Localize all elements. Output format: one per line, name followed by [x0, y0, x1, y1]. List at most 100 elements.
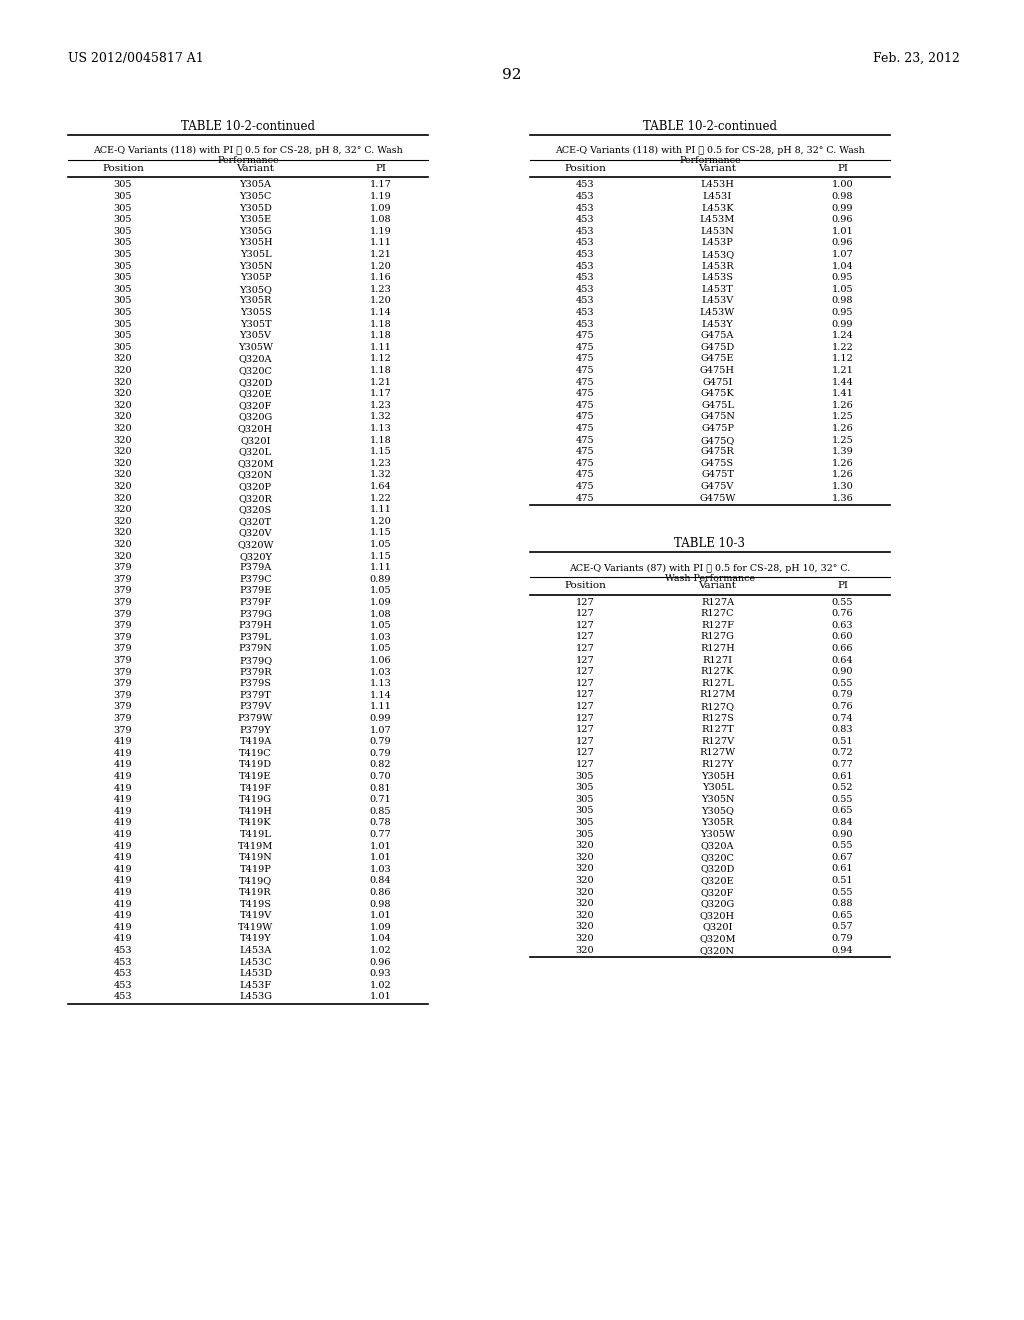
Text: L453Q: L453Q [701, 249, 734, 259]
Text: 419: 419 [114, 876, 132, 886]
Text: 305: 305 [575, 795, 594, 804]
Text: 320: 320 [114, 436, 132, 445]
Text: 127: 127 [575, 632, 594, 642]
Text: 1.11: 1.11 [370, 343, 391, 352]
Text: 305: 305 [114, 203, 132, 213]
Text: 127: 127 [575, 760, 594, 770]
Text: 1.01: 1.01 [831, 227, 853, 236]
Text: 475: 475 [575, 447, 594, 457]
Text: 305: 305 [114, 215, 132, 224]
Text: 1.21: 1.21 [370, 378, 391, 387]
Text: L453K: L453K [701, 203, 734, 213]
Text: 475: 475 [575, 470, 594, 479]
Text: 320: 320 [575, 945, 594, 954]
Text: 1.07: 1.07 [831, 249, 853, 259]
Text: Q320H: Q320H [700, 911, 735, 920]
Text: 1.22: 1.22 [370, 494, 391, 503]
Text: Y305H: Y305H [700, 772, 734, 780]
Text: T419D: T419D [239, 760, 272, 770]
Text: T419E: T419E [240, 772, 271, 781]
Text: 419: 419 [114, 842, 132, 850]
Text: P379Q: P379Q [239, 656, 272, 665]
Text: Wash Performance: Wash Performance [665, 574, 755, 582]
Text: 305: 305 [114, 273, 132, 282]
Text: TABLE 10-3: TABLE 10-3 [675, 537, 745, 550]
Text: R127I: R127I [702, 656, 732, 664]
Text: 320: 320 [575, 935, 594, 942]
Text: 453: 453 [575, 261, 594, 271]
Text: 379: 379 [114, 610, 132, 619]
Text: 320: 320 [114, 494, 132, 503]
Text: 0.85: 0.85 [370, 807, 391, 816]
Text: 320: 320 [114, 470, 132, 479]
Text: 379: 379 [114, 726, 132, 735]
Text: P379R: P379R [240, 668, 271, 677]
Text: 1.06: 1.06 [370, 656, 391, 665]
Text: 475: 475 [575, 482, 594, 491]
Text: ACE-Q Variants (118) with PI ≧ 0.5 for CS-28, pH 8, 32° C. Wash: ACE-Q Variants (118) with PI ≧ 0.5 for C… [93, 147, 402, 156]
Text: 1.11: 1.11 [370, 239, 391, 247]
Text: 0.84: 0.84 [370, 876, 391, 886]
Text: 1.23: 1.23 [370, 401, 391, 409]
Text: 320: 320 [114, 459, 132, 467]
Text: 127: 127 [575, 678, 594, 688]
Text: Q320H: Q320H [238, 424, 273, 433]
Text: Q320I: Q320I [241, 436, 270, 445]
Text: P379W: P379W [238, 714, 273, 723]
Text: T419P: T419P [240, 865, 271, 874]
Text: ACE-Q Variants (87) with PI ≧ 0.5 for CS-28, pH 10, 32° C.: ACE-Q Variants (87) with PI ≧ 0.5 for CS… [569, 564, 851, 573]
Text: 1.01: 1.01 [370, 993, 391, 1002]
Text: 1.17: 1.17 [370, 389, 391, 399]
Text: 1.11: 1.11 [370, 506, 391, 515]
Text: 1.05: 1.05 [370, 586, 391, 595]
Text: 1.00: 1.00 [831, 181, 853, 189]
Text: P379H: P379H [239, 622, 272, 630]
Text: 419: 419 [114, 818, 132, 828]
Text: 1.17: 1.17 [370, 181, 391, 189]
Text: Y305W: Y305W [700, 829, 735, 838]
Text: Y305R: Y305R [240, 297, 271, 305]
Text: 0.55: 0.55 [831, 841, 853, 850]
Text: 475: 475 [575, 354, 594, 363]
Text: 0.76: 0.76 [831, 610, 853, 618]
Text: 0.61: 0.61 [831, 865, 853, 874]
Text: 305: 305 [114, 319, 132, 329]
Text: Q320A: Q320A [239, 354, 272, 363]
Text: T419Y: T419Y [240, 935, 271, 944]
Text: Position: Position [102, 164, 144, 173]
Text: 1.30: 1.30 [831, 482, 853, 491]
Text: 0.83: 0.83 [831, 725, 853, 734]
Text: R127L: R127L [701, 678, 734, 688]
Text: Q320V: Q320V [239, 528, 272, 537]
Text: 305: 305 [114, 249, 132, 259]
Text: 1.12: 1.12 [370, 354, 391, 363]
Text: L453F: L453F [240, 981, 271, 990]
Text: 1.05: 1.05 [831, 285, 853, 294]
Text: 0.90: 0.90 [831, 829, 853, 838]
Text: 1.09: 1.09 [370, 203, 391, 213]
Text: G475K: G475K [700, 389, 734, 399]
Text: Variant: Variant [698, 164, 736, 173]
Text: 320: 320 [575, 841, 594, 850]
Text: 0.98: 0.98 [831, 191, 853, 201]
Text: 0.96: 0.96 [831, 215, 853, 224]
Text: 305: 305 [114, 331, 132, 341]
Text: 0.52: 0.52 [831, 783, 853, 792]
Text: 320: 320 [575, 923, 594, 932]
Text: 379: 379 [114, 598, 132, 607]
Text: 1.25: 1.25 [831, 412, 853, 421]
Text: 1.09: 1.09 [370, 598, 391, 607]
Text: 305: 305 [575, 783, 594, 792]
Text: 1.23: 1.23 [370, 459, 391, 467]
Text: 1.02: 1.02 [370, 981, 391, 990]
Text: T419W: T419W [238, 923, 273, 932]
Text: 419: 419 [114, 807, 132, 816]
Text: 0.65: 0.65 [831, 807, 853, 816]
Text: P379F: P379F [240, 598, 271, 607]
Text: 453: 453 [575, 227, 594, 236]
Text: Q320D: Q320D [239, 378, 272, 387]
Text: 0.79: 0.79 [831, 935, 853, 942]
Text: T419F: T419F [240, 784, 271, 792]
Text: 1.36: 1.36 [831, 494, 853, 503]
Text: 127: 127 [575, 610, 594, 618]
